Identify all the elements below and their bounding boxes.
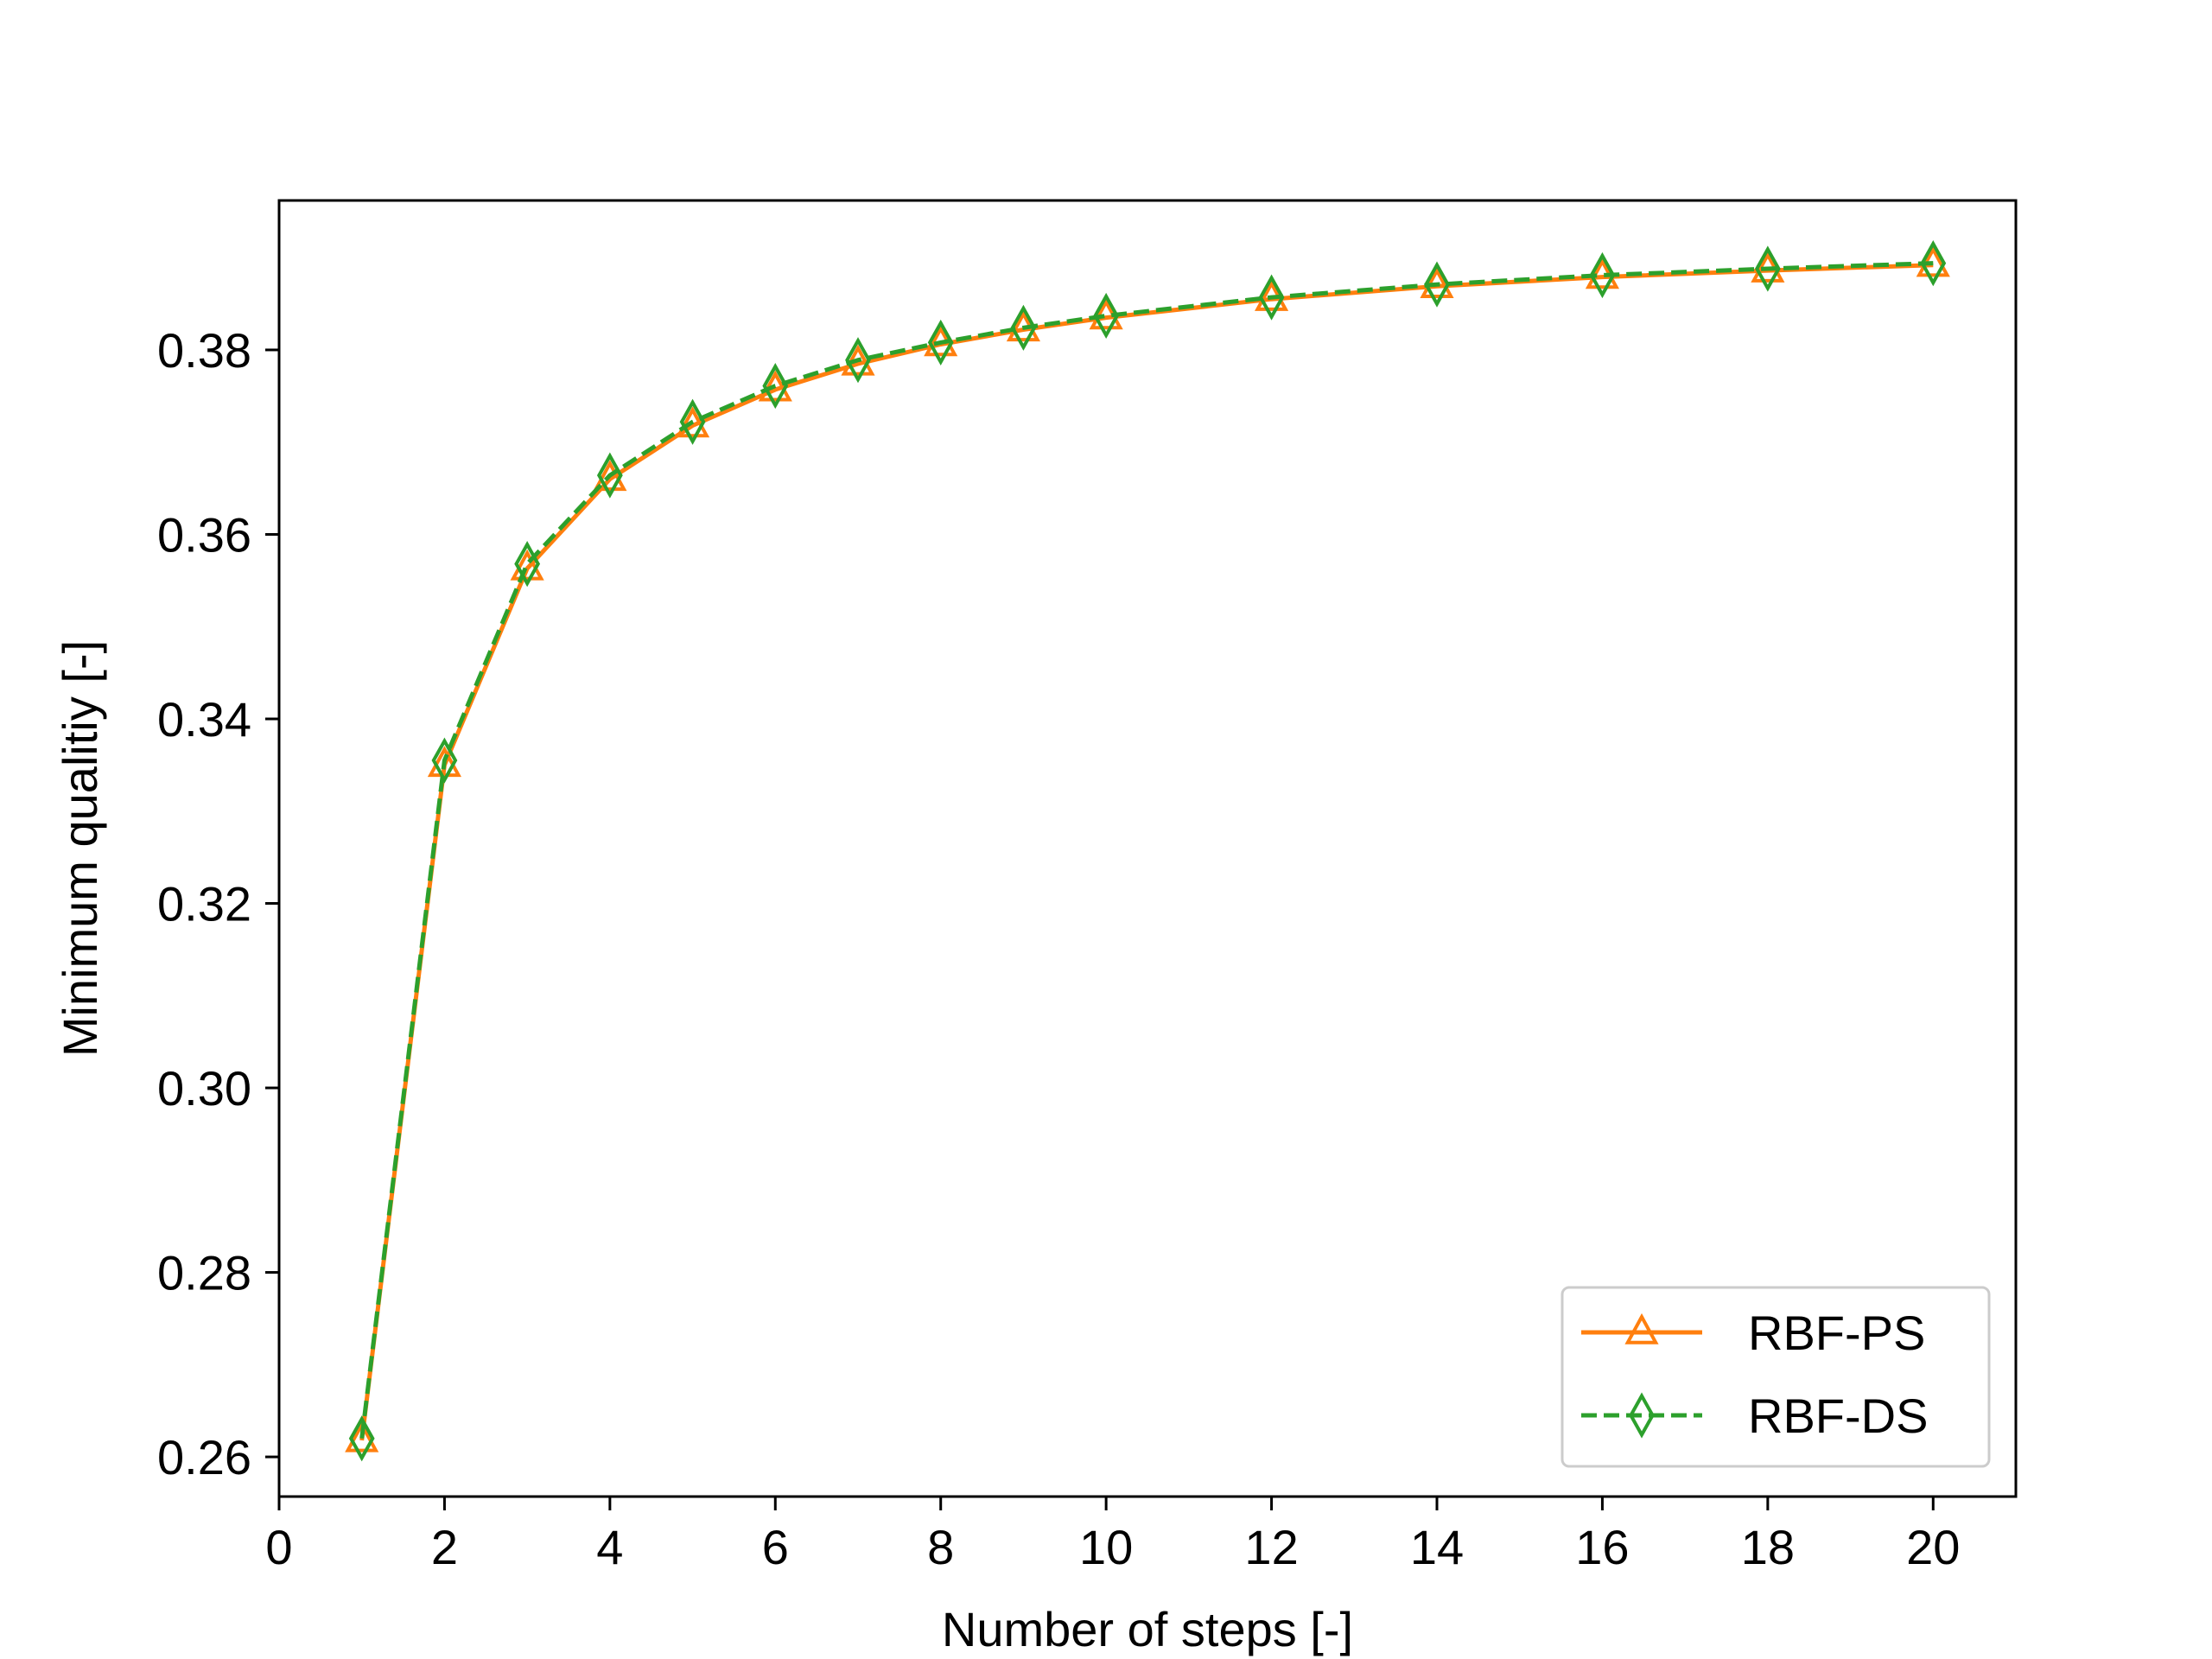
x-axis-label: Number of steps [-]: [942, 1602, 1353, 1656]
data-point-diamond: [1754, 245, 1781, 292]
data-point-diamond: [679, 398, 706, 445]
x-tick-label: 18: [1741, 1520, 1795, 1574]
y-tick-label: 0.32: [157, 877, 251, 931]
data-point-diamond: [1920, 240, 1947, 287]
x-axis-ticks: 0 2 4 6 8 10 12 14 16 18 20: [265, 1497, 1960, 1574]
legend-label-rbf-ps: RBF-PS: [1748, 1306, 1925, 1360]
y-axis-label: Minimum qualitiy [-]: [53, 640, 107, 1057]
data-point-diamond: [514, 541, 541, 588]
y-tick-label: 0.30: [157, 1061, 251, 1116]
data-point-triangle: [345, 1421, 379, 1452]
data-point-triangle: [593, 460, 627, 492]
x-tick-label: 4: [596, 1520, 623, 1574]
data-point-diamond: [762, 362, 789, 410]
data-point-diamond: [1093, 292, 1120, 340]
data-point-diamond: [1589, 251, 1616, 299]
series-layer: [345, 240, 1950, 1462]
x-tick-label: 12: [1244, 1520, 1298, 1574]
data-point-diamond: [1258, 274, 1285, 321]
data-point-diamond: [431, 737, 458, 784]
x-tick-label: 8: [927, 1520, 954, 1574]
y-tick-label: 0.28: [157, 1246, 251, 1300]
x-tick-label: 6: [762, 1520, 789, 1574]
legend: RBF-PS RBF-DS: [1560, 1286, 1991, 1468]
x-tick-label: 16: [1575, 1520, 1629, 1574]
x-tick-label: 10: [1079, 1520, 1133, 1574]
legend-marker-triangle: [1624, 1313, 1659, 1344]
data-point-diamond: [845, 337, 871, 384]
data-point-triangle: [510, 549, 544, 581]
y-tick-label: 0.26: [157, 1430, 251, 1484]
data-point-diamond: [348, 1415, 375, 1462]
legend-label-rbf-ds: RBF-DS: [1748, 1389, 1928, 1443]
y-tick-label: 0.36: [157, 507, 251, 562]
y-axis-ticks: 0.26 0.28 0.30 0.32 0.34 0.36 0.38: [157, 323, 279, 1484]
data-point-diamond: [1010, 304, 1037, 351]
x-tick-label: 2: [431, 1520, 458, 1574]
y-tick-label: 0.38: [157, 323, 251, 378]
y-tick-label: 0.34: [157, 692, 251, 747]
data-point-triangle: [676, 406, 710, 438]
x-tick-label: 20: [1906, 1520, 1960, 1574]
data-point-triangle: [427, 746, 461, 778]
series-line: [359, 261, 1934, 1440]
x-tick-label: 0: [265, 1520, 292, 1574]
data-point-diamond: [927, 319, 954, 366]
legend-marker-diamond: [1629, 1392, 1655, 1439]
series-rbf-ds: [348, 240, 1947, 1462]
plot-area-frame: [277, 199, 2018, 1498]
data-point-diamond: [1424, 261, 1450, 308]
x-tick-label: 14: [1410, 1520, 1464, 1574]
data-point-diamond: [596, 452, 623, 499]
